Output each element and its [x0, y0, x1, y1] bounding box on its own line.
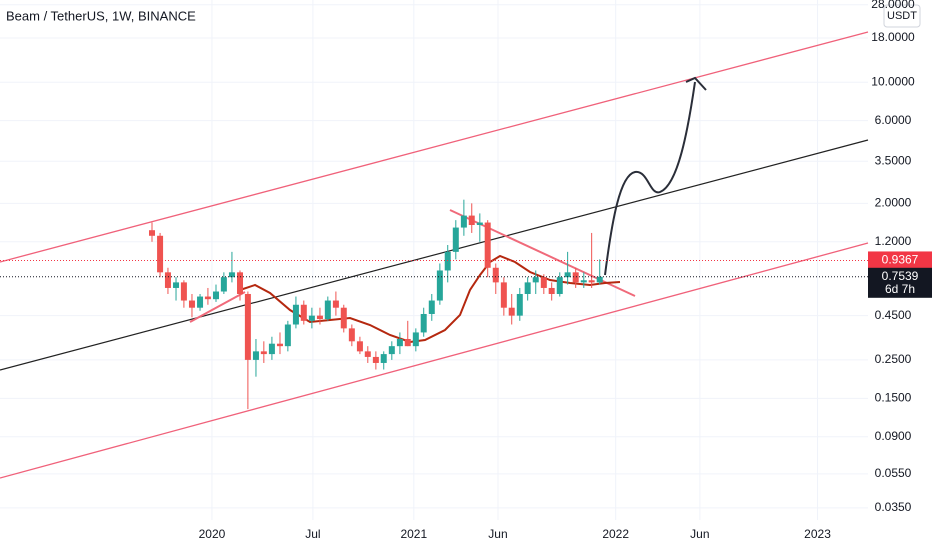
candle-body	[588, 280, 595, 283]
candle-body	[356, 341, 363, 352]
candle-body	[468, 215, 475, 226]
candle-body	[157, 235, 164, 273]
y-tick-label: 6.0000	[875, 113, 912, 127]
candle-body	[260, 351, 267, 355]
forecast-arrow	[604, 76, 707, 276]
price-label: 0.7539	[882, 269, 919, 283]
candle-body	[508, 307, 515, 316]
candle-body	[204, 296, 211, 300]
candle-body	[252, 351, 259, 360]
channel-upper	[0, 31, 869, 263]
candle-body	[332, 300, 339, 308]
y-tick-label: 3.5000	[875, 153, 912, 167]
x-tick-label: Jun	[690, 527, 709, 541]
candle-body	[572, 272, 579, 283]
candle-body	[516, 293, 523, 316]
price-label: 0.9367	[882, 253, 919, 267]
candle-body	[300, 304, 307, 321]
y-tick-label: 1.2000	[875, 234, 912, 248]
y-tick-label: 28.0000	[871, 0, 915, 11]
price-label-box	[868, 251, 932, 270]
currency-label[interactable]: USDT	[887, 10, 917, 22]
candle-body	[220, 277, 227, 292]
candle-body	[540, 277, 547, 288]
candle-body	[452, 227, 459, 252]
candle-body	[428, 300, 435, 314]
candle-body	[580, 280, 587, 283]
candle-body	[388, 346, 395, 355]
candle-body	[180, 282, 187, 301]
candle-body	[460, 215, 467, 228]
channel-mid	[0, 139, 869, 371]
y-tick-label: 2.0000	[875, 196, 912, 210]
candle-body	[164, 272, 171, 288]
candle-body	[476, 222, 483, 226]
trend-up	[189, 291, 246, 323]
candle-body	[268, 343, 275, 355]
y-tick-label: 0.0900	[875, 429, 912, 443]
candle-body	[420, 313, 427, 333]
candle-body	[492, 267, 499, 283]
candle-body	[556, 277, 563, 294]
candle-body	[197, 296, 204, 308]
candle-body	[308, 315, 315, 321]
chart-title: Beam / TetherUS, 1W, BINANCE	[6, 8, 196, 23]
candle-body	[436, 270, 443, 301]
candle-body	[396, 338, 403, 347]
candle-body	[412, 332, 419, 347]
candle-body	[284, 324, 291, 347]
moving-average	[239, 254, 621, 344]
x-tick-label: 2023	[804, 527, 831, 541]
price-label-box	[868, 267, 932, 298]
candle-body	[188, 300, 195, 308]
candle-body	[524, 282, 531, 294]
candle-body	[276, 343, 283, 347]
candle-body	[372, 356, 379, 363]
y-tick-label: 0.0550	[875, 466, 912, 480]
candle-body	[484, 222, 491, 268]
candle-body	[244, 293, 251, 360]
y-tick-label: 18.0000	[871, 30, 915, 44]
currency-button[interactable]	[883, 4, 921, 28]
candle-body	[404, 338, 411, 347]
candle-body	[340, 307, 347, 329]
y-tick-label: 10.0000	[871, 74, 915, 88]
candle-body	[564, 272, 571, 278]
y-tick-label: 0.1500	[875, 391, 912, 405]
candle-body	[228, 272, 235, 278]
x-tick-label: Jul	[305, 527, 320, 541]
y-tick-label: 0.4500	[875, 308, 912, 322]
candle-body	[237, 272, 244, 294]
y-tick-label: 0.0350	[875, 500, 912, 514]
x-tick-label: Jun	[488, 527, 507, 541]
candle-body	[348, 328, 355, 342]
x-tick-label: 2022	[602, 527, 629, 541]
candle-body	[532, 277, 539, 283]
candle-body	[364, 351, 371, 357]
candle-body	[596, 276, 603, 283]
candle-body	[324, 300, 331, 320]
countdown-label: 6d 7h	[885, 282, 915, 296]
candle-body	[500, 282, 507, 308]
channel-lower	[0, 242, 869, 479]
candle-body	[316, 315, 323, 320]
candle-body	[173, 282, 180, 288]
candle-body	[212, 291, 219, 300]
drawings	[0, 31, 869, 479]
x-tick-label: 2021	[400, 527, 427, 541]
candle-body	[548, 287, 555, 294]
y-tick-label: 0.2500	[875, 352, 912, 366]
x-tick-label: 2020	[199, 527, 226, 541]
candle-body	[292, 304, 299, 325]
candle-body	[149, 230, 156, 236]
candle-body	[444, 251, 451, 271]
candle-body	[380, 354, 387, 363]
